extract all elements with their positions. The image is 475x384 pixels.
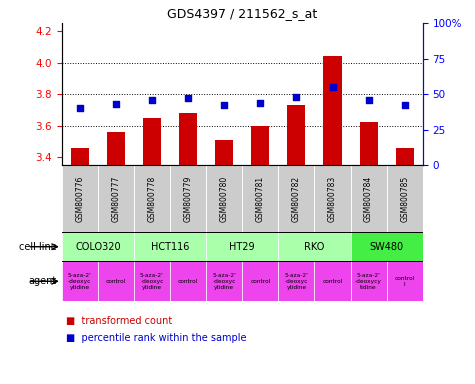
Bar xyxy=(242,165,278,232)
Text: control: control xyxy=(250,279,270,284)
Point xyxy=(401,103,408,109)
Point xyxy=(112,101,120,107)
Bar xyxy=(287,105,305,165)
Bar xyxy=(242,261,278,301)
Text: RKO: RKO xyxy=(304,242,324,252)
Text: SW480: SW480 xyxy=(370,242,404,252)
Bar xyxy=(170,165,206,232)
Bar xyxy=(278,165,314,232)
Bar xyxy=(206,261,242,301)
Bar xyxy=(107,132,125,165)
Point xyxy=(76,105,84,111)
Text: GSM800780: GSM800780 xyxy=(220,175,228,222)
Text: GSM800777: GSM800777 xyxy=(112,175,120,222)
Bar xyxy=(351,261,387,301)
Bar xyxy=(278,261,314,301)
Point xyxy=(329,84,336,90)
Point xyxy=(293,94,300,100)
Bar xyxy=(134,165,170,232)
Bar xyxy=(62,232,134,261)
Text: 5-aza-2'
-deoxycy
tidine: 5-aza-2' -deoxycy tidine xyxy=(355,273,382,290)
Bar xyxy=(143,118,161,165)
Text: HT29: HT29 xyxy=(229,242,255,252)
Text: GSM800784: GSM800784 xyxy=(364,175,373,222)
Point xyxy=(148,97,156,103)
Text: 5-aza-2'
-deoxyc
ytidine: 5-aza-2' -deoxyc ytidine xyxy=(285,273,308,290)
Text: GSM800785: GSM800785 xyxy=(400,175,409,222)
Bar xyxy=(314,261,351,301)
Text: agent: agent xyxy=(29,276,57,286)
Bar xyxy=(314,165,351,232)
Point xyxy=(365,97,372,103)
Text: HCT116: HCT116 xyxy=(151,242,189,252)
Text: COLO320: COLO320 xyxy=(75,242,121,252)
Text: GSM800783: GSM800783 xyxy=(328,175,337,222)
Bar xyxy=(62,165,98,232)
Text: GSM800778: GSM800778 xyxy=(148,175,156,222)
Bar xyxy=(71,148,89,165)
Text: control: control xyxy=(323,279,342,284)
Bar xyxy=(134,261,170,301)
Bar xyxy=(396,148,414,165)
Bar xyxy=(278,232,351,261)
Bar xyxy=(170,261,206,301)
Bar xyxy=(351,232,423,261)
Point xyxy=(256,99,264,106)
Text: control
l: control l xyxy=(395,276,415,287)
Bar xyxy=(360,122,378,165)
Bar xyxy=(134,232,206,261)
Text: GSM800781: GSM800781 xyxy=(256,175,265,222)
Text: GSM800779: GSM800779 xyxy=(184,175,192,222)
Bar xyxy=(206,232,278,261)
Bar xyxy=(387,261,423,301)
Bar xyxy=(323,56,342,165)
Text: cell line: cell line xyxy=(19,242,57,252)
Text: control: control xyxy=(106,279,126,284)
Text: 5-aza-2'
-deoxyc
ytidine: 5-aza-2' -deoxyc ytidine xyxy=(212,273,236,290)
Bar xyxy=(215,140,233,165)
Text: GSM800776: GSM800776 xyxy=(76,175,84,222)
Text: 5-aza-2'
-deoxyc
ytidine: 5-aza-2' -deoxyc ytidine xyxy=(140,273,164,290)
Bar xyxy=(62,261,98,301)
Title: GDS4397 / 211562_s_at: GDS4397 / 211562_s_at xyxy=(167,7,317,20)
Bar xyxy=(387,165,423,232)
Text: GSM800782: GSM800782 xyxy=(292,175,301,222)
Text: 5-aza-2'
-deoxyc
ytidine: 5-aza-2' -deoxyc ytidine xyxy=(68,273,92,290)
Bar xyxy=(179,113,197,165)
Bar xyxy=(351,165,387,232)
Bar xyxy=(98,165,134,232)
Text: ■  percentile rank within the sample: ■ percentile rank within the sample xyxy=(66,333,247,343)
Bar xyxy=(98,261,134,301)
Point xyxy=(220,103,228,109)
Point xyxy=(184,95,192,101)
Bar xyxy=(251,126,269,165)
Text: control: control xyxy=(178,279,198,284)
Bar xyxy=(206,165,242,232)
Text: ■  transformed count: ■ transformed count xyxy=(66,316,173,326)
